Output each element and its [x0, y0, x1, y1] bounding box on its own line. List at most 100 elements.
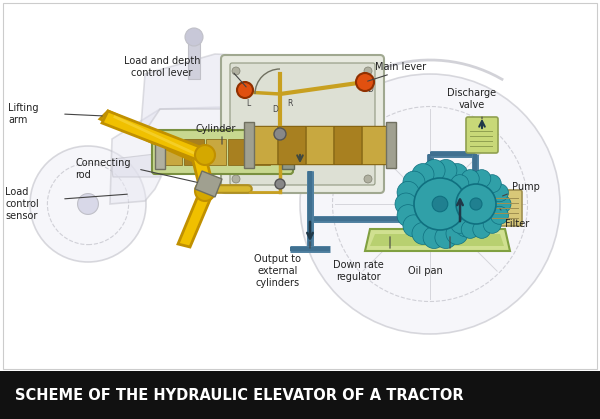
Circle shape: [364, 67, 372, 75]
Circle shape: [490, 184, 508, 202]
Bar: [188, 39, 200, 79]
Bar: [206, 139, 226, 165]
Polygon shape: [100, 111, 215, 197]
Circle shape: [300, 74, 560, 334]
Circle shape: [397, 204, 419, 227]
Circle shape: [451, 175, 469, 193]
Bar: [0, 371, 600, 419]
Circle shape: [493, 195, 511, 213]
Polygon shape: [110, 104, 355, 204]
Text: Cylinder: Cylinder: [195, 124, 235, 134]
Bar: [278, 126, 305, 164]
Circle shape: [461, 181, 483, 203]
Circle shape: [185, 28, 203, 46]
Circle shape: [455, 171, 477, 193]
Bar: [244, 122, 254, 168]
Circle shape: [473, 170, 491, 188]
Circle shape: [483, 215, 501, 233]
Text: Main lever: Main lever: [375, 62, 426, 72]
Polygon shape: [112, 154, 165, 177]
Bar: [306, 126, 333, 164]
Circle shape: [30, 146, 146, 262]
Bar: [162, 139, 182, 165]
Circle shape: [195, 145, 215, 165]
Circle shape: [470, 198, 482, 210]
Bar: [362, 126, 389, 164]
Polygon shape: [365, 229, 510, 251]
Polygon shape: [178, 191, 212, 247]
Circle shape: [443, 184, 461, 202]
Polygon shape: [370, 234, 504, 246]
Circle shape: [232, 67, 240, 75]
Circle shape: [397, 181, 419, 203]
Circle shape: [395, 193, 417, 215]
Bar: [250, 139, 270, 165]
Circle shape: [77, 194, 98, 215]
Circle shape: [455, 215, 477, 237]
Bar: [386, 122, 396, 168]
Text: Discharge
valve: Discharge valve: [448, 88, 497, 110]
Text: Lifting
arm: Lifting arm: [8, 103, 38, 125]
Circle shape: [275, 179, 285, 189]
Circle shape: [412, 163, 434, 186]
Bar: [228, 139, 248, 165]
Circle shape: [232, 175, 240, 183]
Circle shape: [461, 170, 479, 188]
Circle shape: [403, 171, 425, 193]
Circle shape: [414, 178, 466, 230]
Circle shape: [410, 184, 449, 223]
Circle shape: [435, 227, 457, 248]
Circle shape: [456, 184, 496, 224]
Circle shape: [461, 204, 483, 227]
Text: D: D: [367, 85, 373, 94]
Circle shape: [446, 163, 468, 186]
Text: Pump: Pump: [512, 182, 540, 192]
Text: D: D: [272, 105, 278, 114]
Circle shape: [423, 160, 445, 181]
Circle shape: [364, 175, 372, 183]
Circle shape: [443, 206, 461, 224]
Text: SCHEME OF THE HYDRAULIC ELEVATOR OF A TRACTOR: SCHEME OF THE HYDRAULIC ELEVATOR OF A TR…: [15, 388, 464, 403]
FancyBboxPatch shape: [488, 190, 522, 226]
Bar: [155, 135, 165, 169]
Text: Output to
external
cylinders: Output to external cylinders: [254, 253, 302, 288]
Circle shape: [403, 215, 425, 237]
Bar: [250, 126, 390, 164]
Circle shape: [435, 160, 457, 181]
Text: Load and depth
control lever: Load and depth control lever: [124, 56, 200, 78]
Circle shape: [237, 82, 253, 98]
Bar: [250, 126, 277, 164]
Polygon shape: [270, 89, 340, 104]
Polygon shape: [102, 111, 205, 161]
FancyBboxPatch shape: [466, 117, 498, 153]
Circle shape: [274, 128, 286, 140]
Circle shape: [473, 220, 491, 238]
Bar: [3, 3, 597, 369]
Circle shape: [463, 193, 485, 215]
Circle shape: [483, 175, 501, 193]
Circle shape: [451, 215, 469, 233]
Text: R: R: [287, 99, 293, 108]
Text: Connecting
rod: Connecting rod: [75, 158, 131, 180]
Circle shape: [432, 196, 448, 212]
Text: Down rate
regulator: Down rate regulator: [332, 260, 383, 282]
Circle shape: [356, 73, 374, 91]
Text: Oil pan: Oil pan: [407, 266, 442, 276]
Bar: [334, 126, 361, 164]
Text: Filter: Filter: [505, 219, 529, 229]
Text: Load
control
sensor: Load control sensor: [5, 186, 39, 221]
Polygon shape: [195, 171, 222, 197]
FancyBboxPatch shape: [230, 63, 375, 185]
FancyBboxPatch shape: [221, 55, 384, 193]
Text: L: L: [246, 99, 250, 108]
Polygon shape: [140, 54, 325, 139]
Circle shape: [195, 181, 215, 201]
FancyBboxPatch shape: [152, 130, 293, 174]
Circle shape: [423, 227, 445, 248]
Bar: [282, 135, 294, 169]
Circle shape: [412, 222, 434, 244]
Circle shape: [490, 206, 508, 224]
Circle shape: [446, 222, 468, 244]
Circle shape: [461, 220, 479, 238]
Circle shape: [441, 195, 459, 213]
